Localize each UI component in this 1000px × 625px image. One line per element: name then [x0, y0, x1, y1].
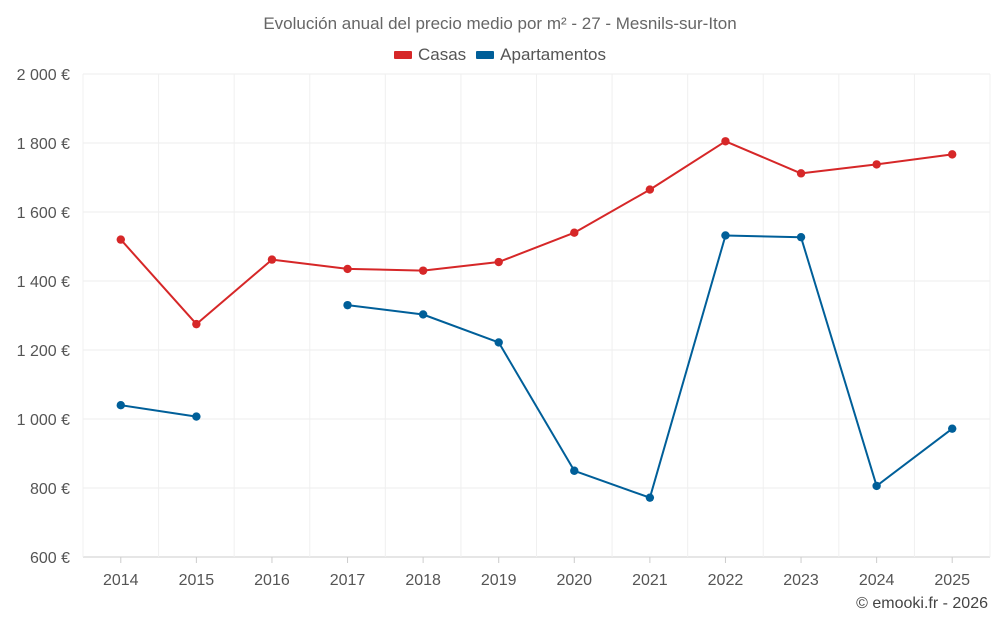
data-point-apartamentos	[948, 424, 957, 433]
x-tick-label: 2023	[783, 572, 819, 589]
y-tick-label: 1 600 €	[17, 205, 70, 222]
legend-swatch-apartamentos	[476, 51, 495, 59]
x-tick-label: 2019	[481, 572, 517, 589]
data-point-casas	[116, 235, 125, 244]
x-tick-label: 2015	[179, 572, 215, 589]
data-point-apartamentos	[872, 481, 881, 491]
y-tick-label: 1 000 €	[17, 412, 70, 429]
data-point-casas	[418, 266, 428, 275]
data-point-apartamentos	[418, 310, 428, 319]
x-tick-label: 2014	[103, 572, 139, 589]
x-tick-label: 2020	[556, 572, 592, 589]
series-line-apartamentos	[347, 234, 953, 499]
legend-label-casas: Casas	[417, 45, 467, 64]
x-tick-label: 2025	[934, 572, 970, 589]
data-point-casas	[192, 319, 201, 329]
y-tick-label: 1 400 €	[17, 274, 70, 291]
x-tick-label: 2018	[405, 572, 441, 589]
data-point-apartamentos	[116, 401, 125, 410]
y-tick-label: 1 800 €	[17, 136, 70, 153]
x-tick-label: 2024	[859, 572, 895, 589]
series-line-apartamentos	[120, 404, 197, 418]
data-point-casas	[721, 137, 730, 146]
chart-legend: Casas Apartamentos	[0, 45, 1000, 65]
data-point-apartamentos	[721, 231, 730, 240]
data-point-casas	[343, 264, 352, 274]
data-point-casas	[948, 150, 957, 159]
series-line-casas	[120, 140, 953, 326]
data-point-casas	[645, 185, 655, 194]
x-tick-label: 2021	[632, 572, 668, 589]
y-tick-label: 1 200 €	[17, 343, 70, 360]
copyright-credit: © emooki.fr - 2026	[856, 595, 988, 612]
x-tick-label: 2016	[254, 572, 290, 589]
data-point-apartamentos	[192, 412, 201, 421]
data-point-apartamentos	[570, 466, 579, 475]
legend-item-apartamentos[interactable]: Apartamentos	[476, 45, 606, 65]
legend-swatch-casas	[393, 51, 412, 59]
data-point-apartamentos	[494, 338, 503, 347]
data-point-casas	[796, 169, 806, 178]
data-point-casas	[267, 255, 277, 264]
data-point-casas	[872, 160, 881, 169]
data-point-casas	[570, 228, 579, 237]
data-point-apartamentos	[645, 493, 655, 502]
y-tick-label: 2 000 €	[17, 67, 70, 84]
x-tick-label: 2017	[330, 572, 366, 589]
data-point-apartamentos	[796, 232, 806, 242]
chart-title: Evolución anual del precio medio por m² …	[263, 14, 737, 33]
y-tick-label: 600 €	[30, 550, 70, 567]
y-tick-label: 800 €	[30, 481, 70, 498]
x-tick-label: 2022	[708, 572, 744, 589]
data-point-apartamentos	[343, 300, 352, 310]
legend-label-apartamentos: Apartamentos	[500, 45, 607, 64]
legend-item-casas[interactable]: Casas	[393, 45, 467, 65]
data-point-casas	[494, 257, 503, 267]
